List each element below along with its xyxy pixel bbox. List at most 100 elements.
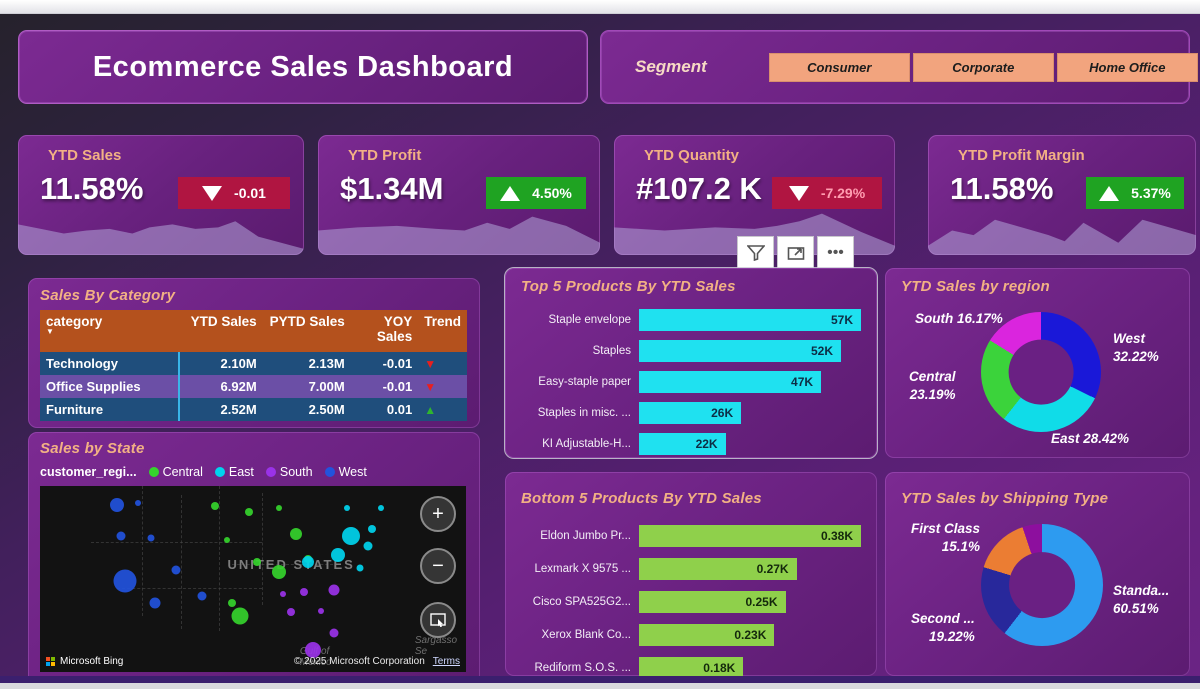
map-bubble-south[interactable]	[300, 588, 309, 597]
bar-row[interactable]: Eldon Jumbo Pr... 0.38K	[521, 525, 861, 547]
map-bubble-east[interactable]	[302, 556, 315, 569]
map-bubble-central[interactable]	[253, 558, 262, 567]
legend-dot	[214, 467, 225, 477]
map-bubble-south[interactable]	[318, 607, 325, 614]
map-bubble-west[interactable]	[149, 597, 161, 609]
map-bubble-central[interactable]	[210, 502, 219, 511]
panel-title: YTD Sales by region	[901, 278, 1050, 295]
dashboard-title-panel: Ecommerce Sales Dashboard	[18, 30, 588, 104]
browser-edge-strip	[0, 0, 1200, 14]
bar-row[interactable]: Rediform S.O.S. ... 0.18K	[521, 657, 861, 679]
map-sea-label: Sargasso Se	[414, 634, 458, 657]
panel-title: Sales by State	[40, 440, 145, 457]
bar-row[interactable]: Staple envelope 57K	[521, 309, 861, 331]
map-zoom-out-button[interactable]: −	[420, 548, 456, 584]
kpi-value: #107.2 K	[636, 171, 762, 206]
ytd-sales-by-shipping-panel[interactable]: YTD Sales by Shipping Type First Class 1…	[885, 472, 1190, 676]
region-donut-chart[interactable]	[981, 312, 1101, 432]
map-bubble-central[interactable]	[224, 536, 231, 543]
legend-item-east[interactable]: East	[214, 465, 254, 479]
bar-row[interactable]: Xerox Blank Co... 0.23K	[521, 624, 861, 646]
shipping-donut-chart[interactable]	[981, 524, 1103, 646]
sparkline	[18, 221, 304, 255]
map-bubble-east[interactable]	[356, 564, 363, 572]
map-attribution: © 2025 Microsoft Corporation Terms	[294, 656, 460, 667]
bar: 57K	[639, 309, 861, 331]
map-bubble-central[interactable]	[275, 505, 282, 512]
segment-button-consumer[interactable]: Consumer	[768, 52, 910, 82]
map-bubble-south[interactable]	[328, 584, 340, 596]
bar-row[interactable]: Cisco SPA525G2... 0.25K	[521, 591, 861, 613]
map-bubble-west[interactable]	[147, 534, 155, 542]
kpi-value: $1.34M	[340, 171, 444, 206]
up-triangle-icon	[1099, 185, 1120, 201]
map-bubble-east[interactable]	[377, 505, 384, 512]
map-bubble-central[interactable]	[271, 564, 286, 579]
map-bubble-west[interactable]	[134, 499, 141, 506]
map-bubble-east[interactable]	[331, 547, 346, 562]
column-header-pytd-sales[interactable]: PYTD Sales	[262, 310, 351, 352]
donut-label-central: Central 23.19%	[909, 369, 956, 402]
map-bubble-south[interactable]	[279, 590, 286, 597]
legend-item-west[interactable]: West	[324, 465, 367, 479]
bar-row[interactable]: Staples in misc. ... 26K	[521, 402, 861, 424]
bottom5-products-panel[interactable]: Bottom 5 Products By YTD Sales Eldon Jum…	[505, 472, 877, 679]
map-bubble-east[interactable]	[368, 524, 377, 533]
panel-title: Top 5 Products By YTD Sales	[521, 278, 736, 295]
top5-products-panel[interactable]: Top 5 Products By YTD Sales Staple envel…	[504, 267, 878, 459]
map-bubble-central[interactable]	[231, 607, 249, 625]
bar: 47K	[639, 371, 822, 393]
column-header-category[interactable]: category ▼	[40, 310, 179, 352]
column-header-trend[interactable]: Trend	[418, 310, 467, 352]
table-row[interactable]: Technology 2.10M 2.13M -0.01 ▼	[40, 352, 467, 375]
map-bubble-east[interactable]	[343, 505, 350, 512]
bar-row[interactable]: KI Adjustable-H... 22K	[521, 433, 861, 455]
segment-button-home-office[interactable]: Home Office	[1056, 52, 1198, 82]
kpi-title: YTD Sales	[48, 147, 122, 164]
page-title: Ecommerce Sales Dashboard	[92, 51, 514, 83]
focus-mode-icon[interactable]	[777, 236, 814, 270]
visual-hover-toolbar: •••	[737, 236, 854, 270]
kpi-value: 11.58%	[40, 171, 144, 206]
bar-row[interactable]: Staples 52K	[521, 340, 861, 362]
kpi-card-ytd-profit[interactable]: YTD Profit $1.34M 4.50%	[318, 135, 600, 255]
map-bubble-west[interactable]	[113, 569, 137, 593]
map-bubble-south[interactable]	[287, 608, 296, 617]
map-bubble-south[interactable]	[304, 641, 321, 658]
map-bubble-east[interactable]	[363, 541, 373, 551]
bar-row[interactable]: Lexmark X 9575 ... 0.27K	[521, 558, 861, 580]
map-bubble-central[interactable]	[227, 599, 236, 608]
filter-icon[interactable]	[737, 236, 774, 270]
table-row[interactable]: Furniture 2.52M 2.50M 0.01 ▲	[40, 398, 467, 421]
donut-label-east: East 28.42%	[1051, 431, 1130, 446]
map-bubble-east[interactable]	[341, 527, 360, 546]
legend-item-south[interactable]: South	[265, 465, 313, 479]
map-pan-select-button[interactable]	[420, 602, 456, 638]
kpi-title: YTD Quantity	[644, 147, 740, 164]
bing-map[interactable]: UNITED STATES Gulf of Mexico Sargasso Se	[40, 486, 466, 672]
segment-button-corporate[interactable]: Corporate	[912, 52, 1054, 82]
map-bubble-central[interactable]	[289, 528, 302, 541]
sort-descending-icon: ▼	[46, 327, 54, 336]
map-bubble-west[interactable]	[197, 591, 207, 601]
kpi-delta-value: 4.50%	[532, 185, 572, 201]
more-options-icon[interactable]: •••	[817, 236, 854, 270]
column-header-yoy-sales[interactable]: YOY Sales	[350, 310, 419, 352]
map-bubble-west[interactable]	[116, 531, 126, 541]
bar-row[interactable]: Easy-staple paper 47K	[521, 371, 861, 393]
map-bubble-west[interactable]	[171, 565, 181, 575]
map-zoom-in-button[interactable]: +	[420, 496, 456, 532]
map-bubble-central[interactable]	[244, 508, 253, 517]
kpi-card-ytd-profit-margin[interactable]: YTD Profit Margin 11.58% 5.37%	[928, 135, 1196, 255]
kpi-card-ytd-quantity[interactable]: YTD Quantity #107.2 K -7.29%	[614, 135, 895, 255]
table-row[interactable]: Office Supplies 6.92M 7.00M -0.01 ▼	[40, 375, 467, 398]
map-bubble-south[interactable]	[329, 628, 339, 638]
trend-up-icon: ▲	[424, 403, 437, 417]
kpi-card-ytd-sales[interactable]: YTD Sales 11.58% -0.01	[18, 135, 304, 255]
ytd-sales-by-region-panel[interactable]: YTD Sales by region South 16.17% West 32…	[885, 268, 1190, 458]
terms-link[interactable]: Terms	[432, 656, 460, 667]
legend-item-central[interactable]: Central	[148, 465, 203, 479]
column-header-ytd-sales[interactable]: YTD Sales	[178, 310, 263, 352]
map-bubble-west[interactable]	[109, 497, 124, 512]
kpi-delta-badge: -7.29%	[772, 177, 882, 209]
